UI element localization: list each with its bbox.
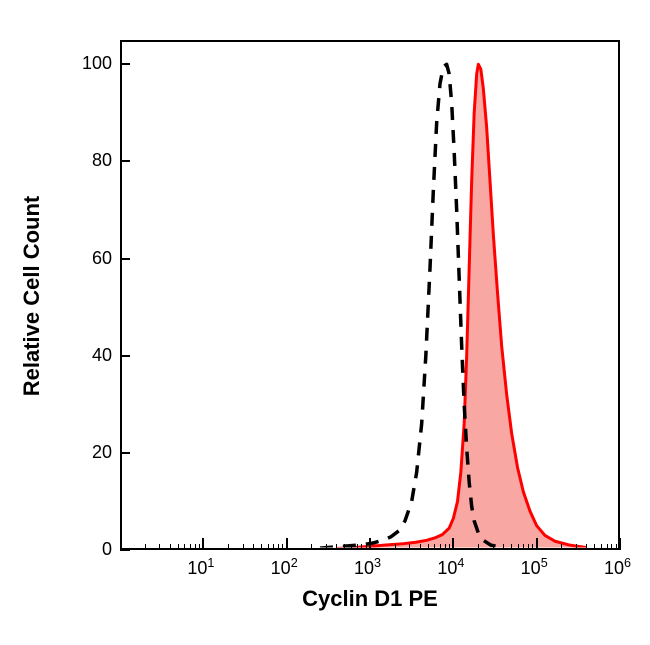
x-tick-minor	[178, 544, 179, 550]
x-tick-major	[202, 538, 204, 550]
x-tick-minor	[199, 544, 200, 550]
x-tick-minor	[261, 544, 262, 550]
x-tick-minor	[326, 544, 327, 550]
x-tick-minor	[228, 544, 229, 550]
x-tick-label: 106	[604, 556, 631, 579]
x-tick-minor	[607, 544, 608, 550]
x-tick-minor	[594, 544, 595, 550]
x-tick-label: 105	[521, 556, 548, 579]
y-tick-label: 100	[82, 53, 112, 74]
x-tick-minor	[278, 544, 279, 550]
x-tick-minor	[159, 544, 160, 550]
x-tick-minor	[445, 544, 446, 550]
x-tick-minor	[253, 544, 254, 550]
x-tick-label: 102	[271, 556, 298, 579]
x-tick-minor	[493, 544, 494, 550]
x-tick-minor	[282, 544, 283, 550]
x-tick-label: 104	[437, 556, 464, 579]
y-tick-major	[120, 258, 130, 260]
series-stained-filled-line	[337, 64, 587, 548]
y-tick-label: 20	[92, 442, 112, 463]
x-tick-label: 101	[187, 556, 214, 579]
x-tick-minor	[344, 544, 345, 550]
x-tick-minor	[351, 544, 352, 550]
x-tick-minor	[449, 544, 450, 550]
x-tick-minor	[268, 544, 269, 550]
y-tick-major	[120, 549, 130, 551]
x-tick-minor	[145, 544, 146, 550]
x-tick-minor	[395, 544, 396, 550]
x-tick-minor	[528, 544, 529, 550]
y-tick-label: 40	[92, 345, 112, 366]
x-tick-minor	[440, 544, 441, 550]
y-tick-major	[120, 452, 130, 454]
x-tick-minor	[428, 544, 429, 550]
x-tick-minor	[273, 544, 274, 550]
y-tick-major	[120, 160, 130, 162]
x-tick-minor	[420, 544, 421, 550]
y-tick-label: 60	[92, 248, 112, 269]
x-tick-minor	[434, 544, 435, 550]
x-tick-minor	[616, 544, 617, 550]
x-tick-minor	[478, 544, 479, 550]
x-tick-major	[286, 538, 288, 550]
x-tick-minor	[511, 544, 512, 550]
x-tick-minor	[532, 544, 533, 550]
x-tick-minor	[576, 544, 577, 550]
x-tick-minor	[195, 544, 196, 550]
x-tick-minor	[561, 544, 562, 550]
x-axis-label: Cyclin D1 PE	[290, 586, 450, 612]
x-tick-minor	[336, 544, 337, 550]
x-tick-minor	[361, 544, 362, 550]
x-tick-major	[619, 538, 621, 550]
x-tick-minor	[611, 544, 612, 550]
x-tick-minor	[586, 544, 587, 550]
x-tick-minor	[518, 544, 519, 550]
x-tick-major	[536, 538, 538, 550]
x-tick-major	[452, 538, 454, 550]
x-tick-minor	[523, 544, 524, 550]
x-tick-minor	[311, 544, 312, 550]
x-tick-minor	[243, 544, 244, 550]
y-tick-label: 0	[102, 539, 112, 560]
x-tick-minor	[357, 544, 358, 550]
y-tick-major	[120, 355, 130, 357]
y-axis-label: Relative Cell Count	[19, 186, 45, 406]
x-tick-label: 103	[354, 556, 381, 579]
x-tick-minor	[366, 544, 367, 550]
y-tick-major	[120, 63, 130, 65]
x-tick-minor	[503, 544, 504, 550]
x-tick-minor	[190, 544, 191, 550]
x-tick-minor	[170, 544, 171, 550]
x-tick-minor	[601, 544, 602, 550]
x-tick-minor	[409, 544, 410, 550]
x-tick-major	[369, 538, 371, 550]
x-tick-minor	[184, 544, 185, 550]
y-tick-label: 80	[92, 150, 112, 171]
